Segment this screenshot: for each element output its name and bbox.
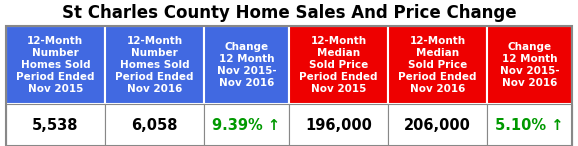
Bar [105,104,204,146]
Bar [388,26,487,104]
Text: 5,538: 5,538 [32,118,79,133]
Bar [105,26,204,104]
Text: 12-Month
Number
Homes Sold
Period Ended
Nov 2016: 12-Month Number Homes Sold Period Ended … [115,36,194,94]
Bar [204,104,289,146]
Bar [6,26,105,104]
Text: St Charles County Home Sales And Price Change: St Charles County Home Sales And Price C… [62,4,516,22]
Text: 5.10% ↑: 5.10% ↑ [495,118,564,133]
Text: 9.39% ↑: 9.39% ↑ [213,118,280,133]
Text: Change
12 Month
Nov 2015-
Nov 2016: Change 12 Month Nov 2015- Nov 2016 [500,42,560,88]
Text: 6,058: 6,058 [131,118,177,133]
Text: 12-Month
Median
Sold Price
Period Ended
Nov 2015: 12-Month Median Sold Price Period Ended … [299,36,378,94]
Bar [6,104,105,146]
Text: 206,000: 206,000 [404,118,471,133]
Text: 12-Month
Number
Homes Sold
Period Ended
Nov 2015: 12-Month Number Homes Sold Period Ended … [16,36,95,94]
Bar [388,104,487,146]
Bar [487,104,572,146]
Bar [289,104,388,146]
Bar [289,26,388,104]
Text: Change
12 Month
Nov 2015-
Nov 2016: Change 12 Month Nov 2015- Nov 2016 [217,42,276,88]
Text: 12-Month
Median
Sold Price
Period Ended
Nov 2016: 12-Month Median Sold Price Period Ended … [398,36,477,94]
Text: 196,000: 196,000 [305,118,372,133]
Bar [487,26,572,104]
Bar [204,26,289,104]
